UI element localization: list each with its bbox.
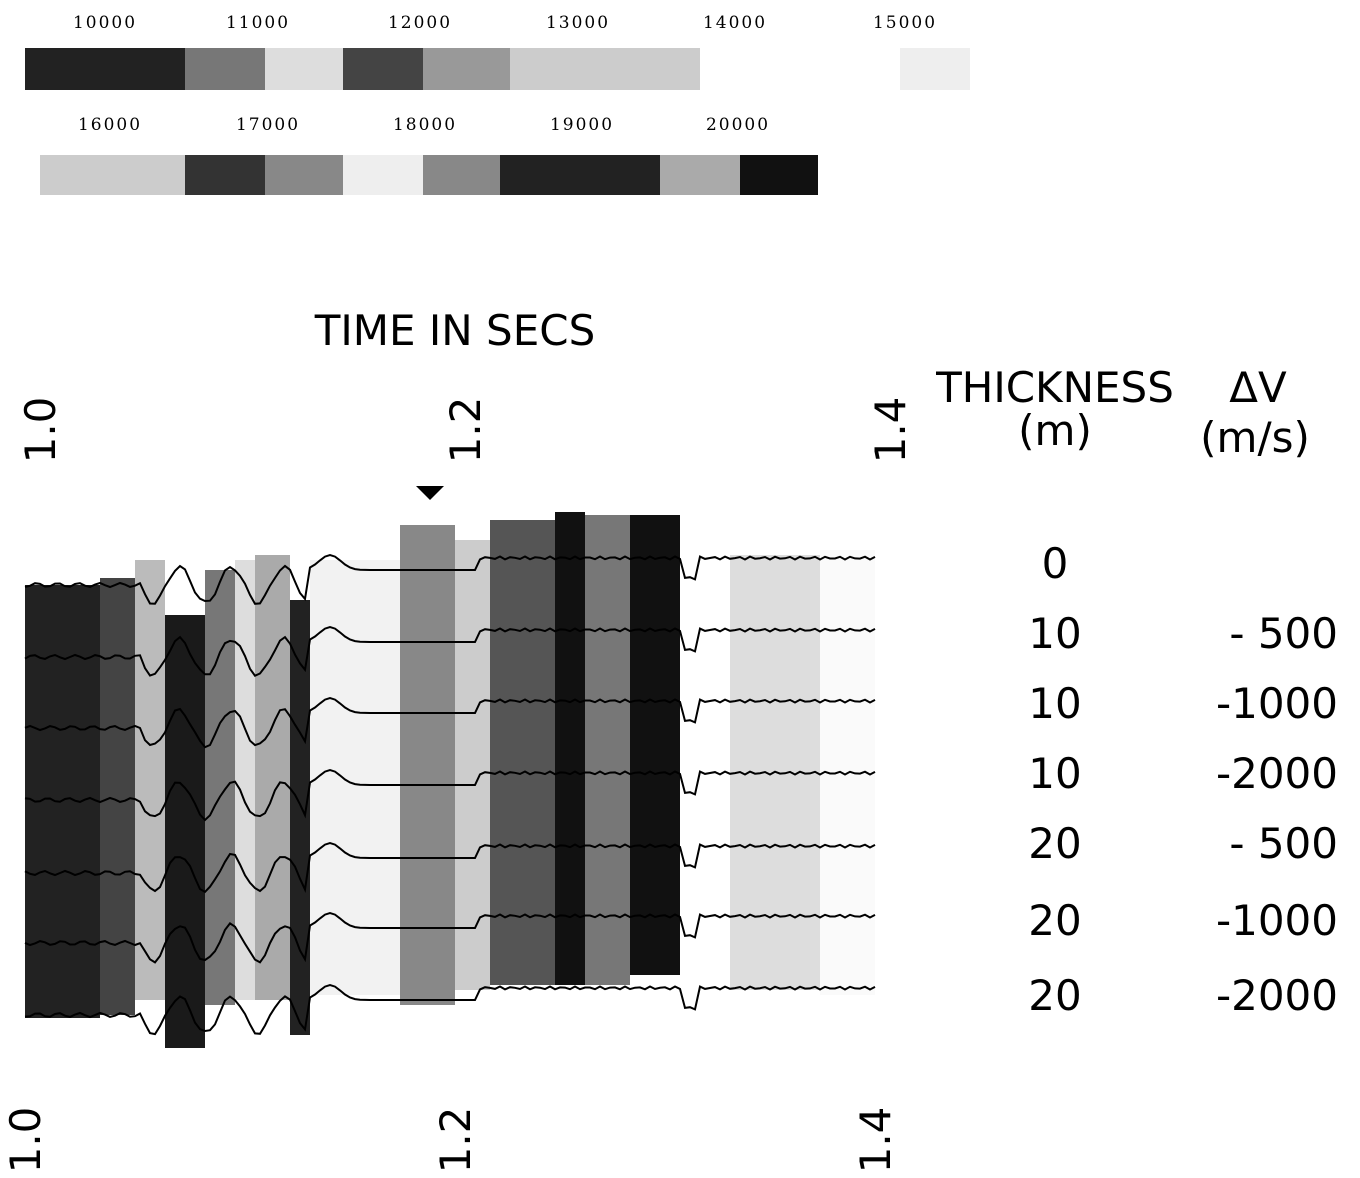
time-label: 1.2: [441, 397, 490, 464]
scale-bar: [25, 48, 970, 90]
scale-segment: [423, 155, 500, 195]
scale-label: 18000: [393, 115, 457, 135]
scale-segment: [343, 48, 423, 90]
seismic-column: [255, 555, 290, 1000]
delta-v: -2000: [1216, 749, 1338, 798]
thickness: 10: [1028, 679, 1081, 728]
seismic-column: [290, 600, 310, 1035]
title: TIME IN SECS: [314, 306, 596, 355]
header: THICKNESS: [935, 363, 1174, 412]
scale-segment: [500, 155, 660, 195]
scale-label: 12000: [388, 13, 452, 33]
delta-v: -1000: [1216, 679, 1338, 728]
time-label: 1.4: [866, 397, 915, 464]
scale-segment: [265, 48, 343, 90]
header: (m/s): [1200, 413, 1310, 462]
scale-label: 11000: [226, 13, 290, 33]
scale-segment: [185, 155, 265, 195]
seismic-column: [555, 512, 585, 985]
thickness: 20: [1028, 896, 1081, 945]
scale-segment: [660, 155, 740, 195]
delta-v: -1000: [1216, 896, 1338, 945]
scale-segment: [900, 48, 970, 90]
table: 0 10 - 500 10 -1000 10 -2000 20 - 500 20 -1000 20 -2…: [1028, 539, 1338, 1020]
time-label: 1.0: [16, 397, 65, 464]
seismic-column: [235, 560, 255, 1000]
time-label: 1.2: [431, 1107, 480, 1174]
scale-label: 19000: [550, 115, 614, 135]
scale-label: 15000: [873, 13, 937, 33]
scale-segment: [185, 48, 265, 90]
seismic-column: [165, 615, 205, 1048]
thickness: 10: [1028, 609, 1081, 658]
seismic-column: [310, 560, 400, 995]
thickness: 20: [1028, 819, 1081, 868]
thickness: 10: [1028, 749, 1081, 798]
scale-label: 20000: [706, 115, 770, 135]
scale-segment: [265, 155, 343, 195]
scale-segment: [423, 48, 510, 90]
scale-label: 17000: [236, 115, 300, 135]
delta-v: -2000: [1216, 971, 1338, 1020]
seismic-column: [630, 515, 680, 975]
header: (m): [1018, 406, 1092, 455]
scale-label: 16000: [78, 115, 142, 135]
figure: TIME IN SECS 1.0 1.2 1.4 1.0 1.2 1.4 THI…: [0, 0, 1360, 1178]
scale-label: 14000: [703, 13, 767, 33]
scale-label: 13000: [546, 13, 610, 33]
scale-segment: [25, 48, 185, 90]
scale-segment: [740, 155, 818, 195]
scale-segment: [343, 155, 423, 195]
thickness: 0: [1042, 539, 1069, 588]
seismic-column: [100, 578, 135, 1015]
thickness: 20: [1028, 971, 1081, 1020]
delta-v: - 500: [1229, 819, 1338, 868]
delta-v: - 500: [1229, 609, 1338, 658]
scale-segment: [510, 48, 700, 90]
scale-label: 10000: [73, 13, 137, 33]
seismic-column: [135, 560, 165, 1000]
arrow: [416, 486, 444, 500]
time-label: 1.0: [1, 1107, 50, 1174]
seismic-panel: [25, 512, 875, 1048]
header: ΔV: [1229, 363, 1287, 412]
time-label: 1.4: [851, 1107, 900, 1174]
seismic-column: [400, 525, 455, 1005]
seismic-column: [455, 540, 490, 990]
scale-segment: [40, 155, 185, 195]
scale-bar: [40, 155, 818, 195]
